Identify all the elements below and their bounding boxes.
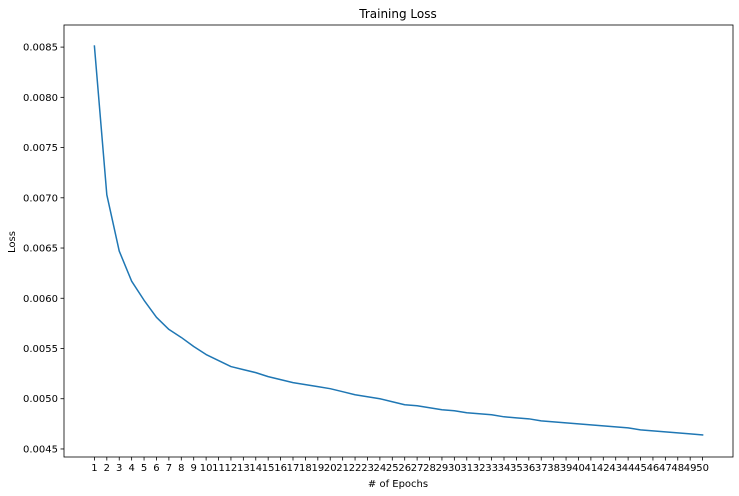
plot-frame — [63, 24, 734, 458]
x-tick-label: 28 — [423, 463, 436, 474]
x-tick-label: 44 — [622, 463, 635, 474]
x-tick-label: 1 — [91, 463, 97, 474]
series-line — [93, 45, 704, 436]
x-tick-label: 36 — [522, 463, 535, 474]
y-tick-label: 0.0085 — [23, 43, 58, 54]
x-tick-label: 4 — [128, 463, 134, 474]
y-tick-label: 0.0065 — [23, 244, 58, 255]
x-tick-label: 49 — [684, 463, 697, 474]
chart-title: Training Loss — [358, 7, 436, 21]
y-tick-label: 0.0055 — [23, 344, 58, 355]
x-axis-label: # of Epochs — [368, 479, 428, 490]
x-tick-label: 37 — [535, 463, 548, 474]
x-tick-label: 8 — [178, 463, 184, 474]
x-tick-label: 12 — [225, 463, 238, 474]
x-tick-label: 38 — [547, 463, 560, 474]
x-tick-label: 21 — [336, 463, 349, 474]
y-tick-label: 0.0060 — [23, 294, 58, 305]
x-tick-label: 10 — [200, 463, 213, 474]
x-tick-label: 43 — [609, 463, 622, 474]
x-tick-label: 9 — [191, 463, 197, 474]
x-tick-label: 47 — [659, 463, 672, 474]
x-tick-label: 24 — [374, 463, 387, 474]
y-tick-label: 0.0075 — [23, 143, 58, 154]
x-tick-label: 6 — [153, 463, 159, 474]
y-tick-label: 0.0070 — [23, 193, 58, 204]
x-tick-label: 23 — [361, 463, 374, 474]
y-tick-label: 0.0050 — [23, 394, 58, 405]
x-tick-label: 16 — [274, 463, 287, 474]
x-axis-ticks: 1 2 3 4 5 6 7 8 9 10 11 12 13 14 15 16 17 18 19 20 21 22 23 24 2… — [91, 457, 709, 474]
x-tick-label: 41 — [585, 463, 598, 474]
x-tick-label: 46 — [647, 463, 660, 474]
x-tick-label: 14 — [249, 463, 262, 474]
x-tick-label: 18 — [299, 463, 312, 474]
x-tick-label: 45 — [634, 463, 647, 474]
x-tick-label: 11 — [212, 463, 225, 474]
x-tick-label: 32 — [473, 463, 486, 474]
x-tick-label: 22 — [349, 463, 362, 474]
x-tick-label: 7 — [166, 463, 172, 474]
x-tick-label: 5 — [141, 463, 147, 474]
x-tick-label: 48 — [671, 463, 684, 474]
x-tick-label: 31 — [460, 463, 473, 474]
x-tick-label: 19 — [311, 463, 324, 474]
x-tick-label: 2 — [104, 463, 110, 474]
x-tick-label: 27 — [411, 463, 424, 474]
series-layer — [93, 45, 704, 436]
x-tick-label: 40 — [572, 463, 585, 474]
x-tick-label: 17 — [287, 463, 300, 474]
x-tick-label: 30 — [448, 463, 461, 474]
x-tick-label: 26 — [398, 463, 411, 474]
y-axis-ticks: 0.0045 0.0050 0.0055 0.0060 0.0065 0.0070 0.00… — [23, 43, 64, 455]
y-tick-label: 0.0080 — [23, 93, 58, 104]
x-tick-label: 20 — [324, 463, 337, 474]
x-tick-label: 33 — [485, 463, 498, 474]
x-tick-label: 42 — [597, 463, 610, 474]
x-tick-label: 13 — [237, 463, 250, 474]
x-tick-label: 39 — [560, 463, 573, 474]
x-tick-label: 34 — [498, 463, 511, 474]
x-tick-label: 29 — [436, 463, 449, 474]
x-tick-label: 15 — [262, 463, 275, 474]
x-tick-label: 25 — [386, 463, 399, 474]
x-tick-label: 3 — [116, 463, 122, 474]
y-axis-label: Loss — [7, 231, 18, 253]
x-tick-label: 35 — [510, 463, 523, 474]
y-tick-label: 0.0045 — [23, 444, 58, 455]
x-tick-label: 50 — [696, 463, 709, 474]
